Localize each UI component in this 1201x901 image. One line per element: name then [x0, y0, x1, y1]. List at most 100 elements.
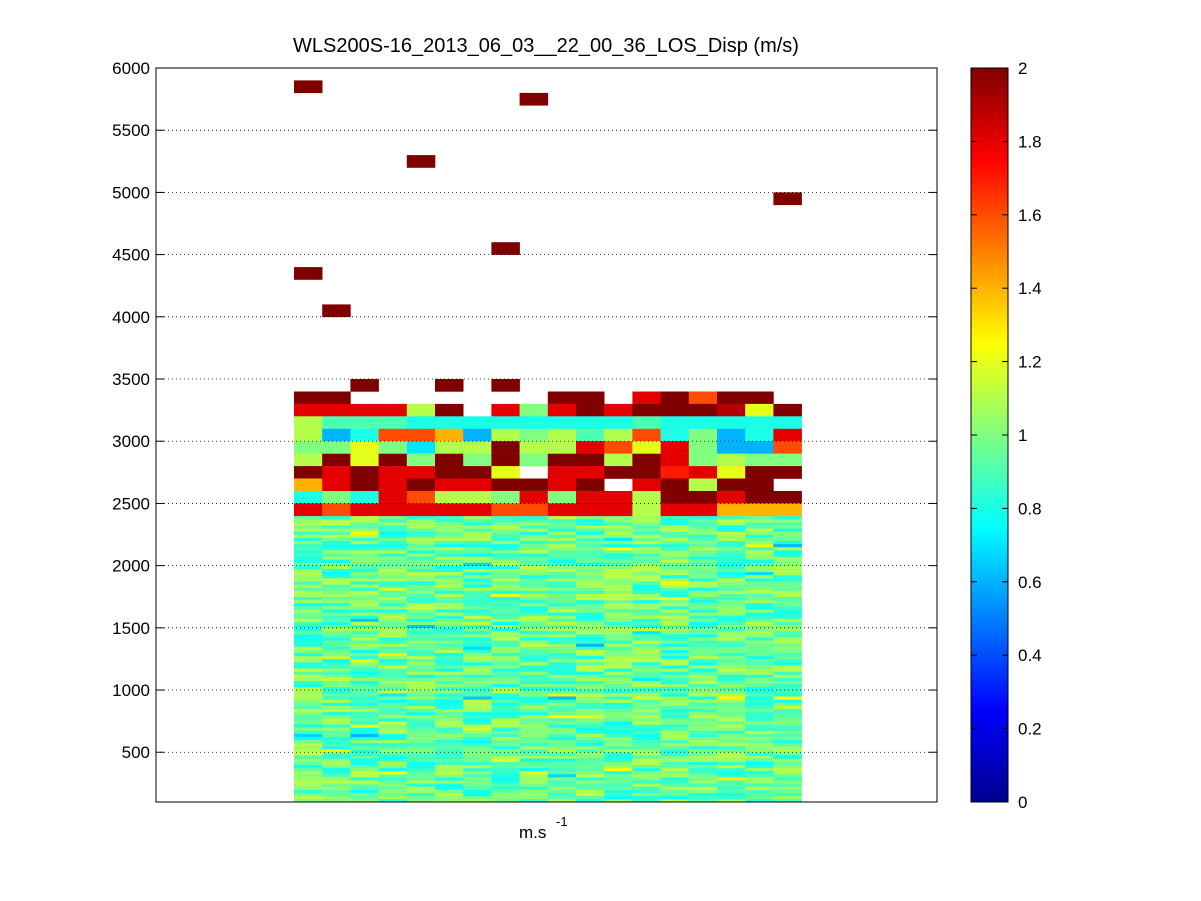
heatmap-cell — [632, 652, 661, 657]
heatmap-cell — [632, 739, 661, 744]
heatmap-cell — [435, 578, 464, 582]
heatmap-cell — [294, 522, 323, 526]
heatmap-cell — [688, 599, 718, 604]
heatmap-cell — [435, 780, 464, 784]
heatmap-cell — [435, 761, 464, 765]
heatmap-cell — [435, 758, 464, 762]
heatmap-cell — [632, 774, 661, 778]
heatmap-cell — [576, 677, 605, 681]
heatmap-cell — [294, 764, 323, 769]
heatmap-cell — [435, 441, 464, 454]
heatmap-cell — [632, 649, 661, 653]
heatmap-cell — [378, 519, 408, 523]
heatmap-cell — [294, 755, 323, 759]
heatmap-cell — [322, 491, 351, 504]
heatmap-cell — [350, 718, 379, 722]
heatmap-cell — [378, 739, 408, 744]
heatmap-cell — [773, 696, 802, 700]
heatmap-cell — [406, 543, 436, 548]
heatmap-cell — [632, 478, 661, 492]
heatmap-cell — [463, 428, 492, 442]
heatmap-cell — [688, 593, 718, 597]
heatmap-cell — [773, 543, 802, 548]
heatmap-cell — [435, 403, 464, 417]
heatmap-cell — [294, 593, 323, 597]
heatmap-cell — [773, 792, 802, 797]
heatmap-cell — [463, 708, 492, 713]
heatmap-cell — [294, 674, 323, 678]
heatmap-cell — [576, 590, 605, 594]
heatmap-cell — [773, 606, 802, 610]
heatmap-cell — [435, 680, 464, 685]
heatmap-cell — [773, 671, 802, 675]
heatmap-cell — [604, 553, 633, 557]
heatmap-cell — [745, 767, 774, 772]
heatmap-cell — [604, 795, 633, 800]
heatmap-cell — [632, 724, 661, 728]
heatmap-cell — [294, 621, 323, 625]
heatmap-cell — [378, 714, 408, 719]
heatmap-cell — [378, 693, 408, 697]
heatmap-cell — [491, 721, 520, 725]
heatmap-cell — [773, 739, 802, 744]
heatmap-cell — [350, 491, 379, 504]
heatmap-cell — [463, 547, 492, 551]
heatmap-cell — [660, 596, 690, 601]
heatmap-cell — [435, 652, 464, 657]
heatmap-cell — [632, 416, 661, 429]
heatmap-cell — [519, 547, 549, 551]
heatmap-cell — [406, 553, 436, 557]
heatmap-cell — [350, 705, 379, 709]
heatmap-cell — [773, 786, 802, 790]
heatmap-cell — [322, 721, 351, 725]
heatmap-cell — [435, 730, 464, 734]
heatmap-cell — [350, 599, 379, 604]
heatmap-cell — [547, 559, 577, 563]
heatmap-cell — [547, 441, 577, 454]
heatmap-cell — [632, 699, 661, 703]
heatmap-cell — [435, 522, 464, 526]
heatmap-cell — [378, 668, 408, 672]
heatmap-cell — [660, 798, 690, 803]
heatmap-cell — [660, 671, 690, 675]
heatmap-cell — [294, 652, 323, 657]
heatmap-cell — [688, 662, 718, 666]
y-tick-label: 1500 — [112, 619, 150, 638]
heatmap-cell — [406, 593, 436, 597]
heatmap-cell — [660, 736, 690, 741]
heatmap-cell — [350, 556, 379, 560]
heatmap-cell — [322, 665, 351, 669]
heatmap-cell — [519, 671, 549, 675]
heatmap-cell — [350, 652, 379, 657]
heatmap-cell — [463, 696, 492, 700]
heatmap-cell — [688, 668, 718, 672]
heatmap-cell — [406, 665, 436, 669]
heatmap-cell — [547, 727, 577, 731]
heatmap-cell — [660, 568, 690, 573]
heatmap-cell — [491, 599, 520, 604]
heatmap-cell — [322, 708, 351, 713]
heatmap-cell — [745, 746, 774, 750]
heatmap-cell — [717, 612, 746, 616]
heatmap-cell — [745, 693, 774, 697]
heatmap-cell — [463, 553, 492, 557]
heatmap-cell — [717, 746, 746, 750]
heatmap-cell — [576, 547, 605, 551]
heatmap-cell — [378, 683, 408, 688]
heatmap-cell — [576, 602, 605, 607]
heatmap-cell — [435, 531, 464, 535]
heatmap-cell — [435, 774, 464, 778]
heatmap-cell — [773, 547, 802, 551]
heatmap-cell — [576, 584, 605, 588]
heatmap-cell — [463, 777, 492, 781]
heatmap-cell — [576, 491, 605, 504]
heatmap-cell — [322, 416, 351, 429]
heatmap-cell — [519, 571, 549, 576]
heatmap-cell — [406, 522, 436, 526]
heatmap-cell — [745, 590, 774, 594]
heatmap-cell — [519, 774, 549, 778]
heatmap-cell — [491, 478, 520, 492]
heatmap-cell — [632, 783, 661, 787]
heatmap-cell — [688, 453, 718, 467]
heatmap-cell — [294, 575, 323, 579]
